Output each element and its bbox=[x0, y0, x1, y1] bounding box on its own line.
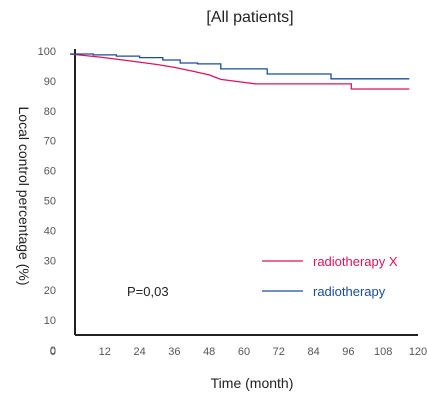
x-tick-label: 48 bbox=[203, 346, 215, 358]
y-tick-label: 50 bbox=[44, 196, 56, 208]
x-tick-label: 12 bbox=[99, 346, 111, 358]
series-line-1 bbox=[69, 53, 410, 90]
chart-title: [All patients] bbox=[206, 9, 293, 26]
y-tick-label: 10 bbox=[44, 315, 56, 327]
series-line-2 bbox=[70, 53, 410, 80]
y-tick-labels: 0 10 20 30 40 50 60 70 80 90 100 bbox=[38, 46, 56, 357]
y-tick-label: 60 bbox=[44, 166, 56, 178]
legend-label-2: radiotherapy bbox=[313, 284, 386, 299]
legend-label-1: radiotherapy X bbox=[313, 254, 398, 269]
legend: radiotherapy X radiotherapy bbox=[262, 254, 398, 299]
y-tick-label: 90 bbox=[44, 76, 56, 88]
y-tick-label: 40 bbox=[44, 225, 56, 237]
x-tick-label: 24 bbox=[133, 346, 145, 358]
x-tick-label: 36 bbox=[168, 346, 180, 358]
x-tick-label: 120 bbox=[409, 346, 427, 358]
y-tick-label: 0 bbox=[50, 345, 56, 357]
y-tick-label: 30 bbox=[44, 255, 56, 267]
x-axis-title: Time (month) bbox=[211, 375, 294, 391]
y-tick-label: 20 bbox=[44, 285, 56, 297]
x-tick-label: 60 bbox=[238, 346, 250, 358]
y-axis-title: Local control percentage (%) bbox=[16, 107, 32, 286]
x-tick-label: 72 bbox=[273, 346, 285, 358]
p-value-annotation: P=0,03 bbox=[127, 284, 169, 299]
x-tick-label: 0 bbox=[50, 346, 56, 358]
y-tick-label: 70 bbox=[44, 136, 56, 148]
x-tick-labels: 0 12 24 36 48 60 72 84 96 108 120 bbox=[50, 346, 427, 358]
x-tick-label: 96 bbox=[342, 346, 354, 358]
y-tick-label: 80 bbox=[44, 106, 56, 118]
x-tick-label: 108 bbox=[374, 346, 392, 358]
y-tick-label: 100 bbox=[38, 46, 56, 58]
x-tick-label: 84 bbox=[307, 346, 319, 358]
series-lines bbox=[69, 53, 410, 90]
